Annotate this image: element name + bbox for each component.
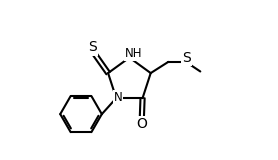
Text: O: O (136, 117, 147, 131)
Text: N: N (113, 91, 122, 104)
Text: S: S (182, 51, 191, 65)
Text: S: S (88, 40, 96, 54)
Text: NH: NH (125, 47, 142, 60)
